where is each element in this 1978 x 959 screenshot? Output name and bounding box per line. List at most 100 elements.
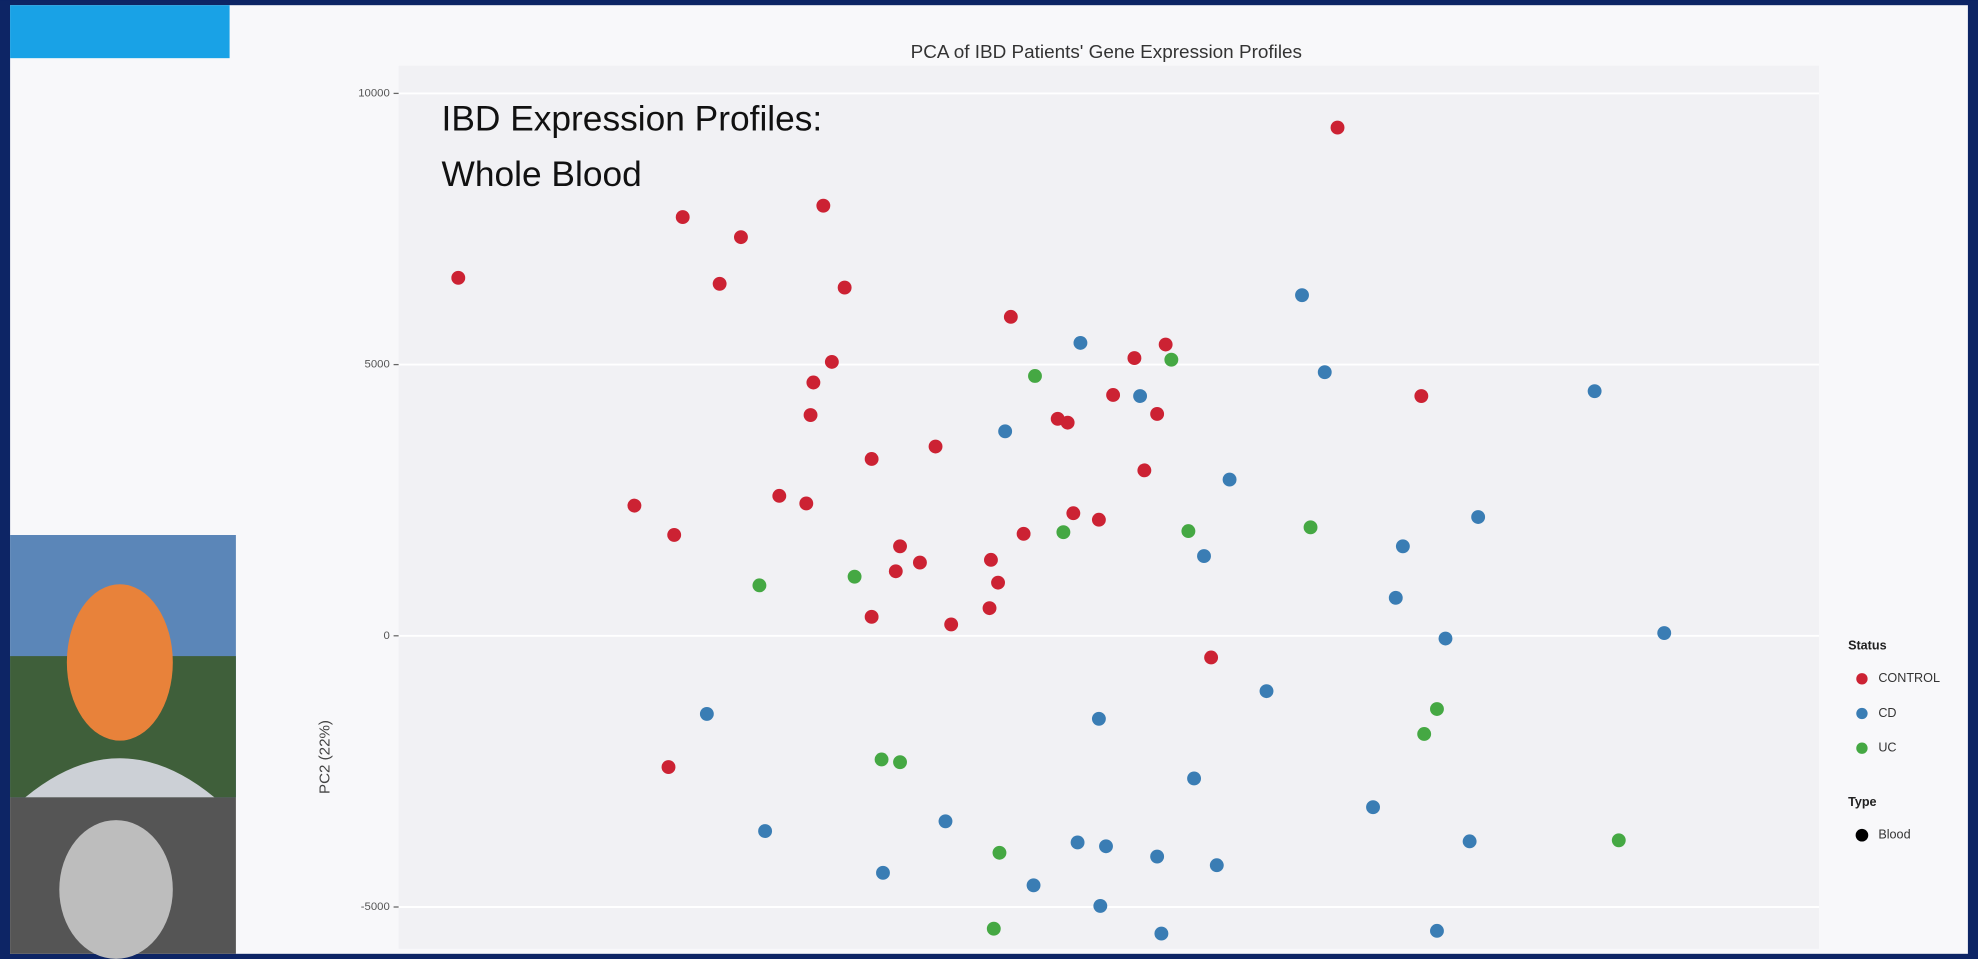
point — [1061, 416, 1075, 430]
legend-swatch — [1856, 743, 1867, 754]
legend-label: Blood — [1878, 828, 1910, 842]
point — [627, 499, 641, 513]
point — [676, 210, 690, 224]
point — [1027, 878, 1041, 892]
point — [1197, 549, 1211, 563]
point — [1154, 927, 1168, 941]
annotation: Whole Blood — [442, 155, 642, 194]
point — [993, 846, 1007, 860]
point — [1028, 369, 1042, 383]
legend-swatch — [1856, 829, 1869, 842]
point — [1187, 772, 1201, 786]
point — [825, 355, 839, 369]
point — [939, 814, 953, 828]
y-axis-label: PC2 (22%) — [316, 720, 333, 794]
point — [913, 556, 927, 570]
point — [1304, 520, 1318, 534]
webcam-face — [67, 584, 173, 740]
point — [1439, 632, 1453, 646]
point — [1612, 833, 1626, 847]
point — [1181, 524, 1195, 538]
point — [1093, 899, 1107, 913]
point — [875, 753, 889, 767]
point — [893, 539, 907, 553]
y-tick-label: 5000 — [365, 359, 390, 371]
point — [1071, 836, 1085, 850]
point — [1366, 800, 1380, 814]
point — [1588, 384, 1602, 398]
legend-title: Status — [1848, 638, 1887, 652]
point — [1004, 310, 1018, 324]
point — [772, 489, 786, 503]
point — [451, 271, 465, 285]
point — [1137, 463, 1151, 477]
point — [983, 601, 997, 615]
point — [1396, 539, 1410, 553]
legend-swatch — [1856, 708, 1867, 719]
annotation: IBD Expression Profiles: — [442, 100, 823, 139]
point — [806, 376, 820, 390]
point — [700, 707, 714, 721]
legend-label: CD — [1878, 706, 1896, 720]
point — [1150, 850, 1164, 864]
point — [713, 277, 727, 291]
point — [865, 452, 879, 466]
point — [804, 408, 818, 422]
point — [1430, 702, 1444, 716]
point — [929, 440, 943, 454]
point — [984, 553, 998, 567]
point — [1295, 288, 1309, 302]
point — [1223, 473, 1237, 487]
point — [838, 281, 852, 295]
header-block — [10, 5, 229, 58]
point — [1417, 727, 1431, 741]
point — [865, 610, 879, 624]
point — [893, 755, 907, 769]
webcam — [10, 535, 236, 959]
point — [1463, 834, 1477, 848]
point — [1164, 353, 1178, 367]
y-tick-label: 10000 — [358, 87, 390, 99]
point — [1331, 121, 1345, 135]
legend-label: UC — [1878, 741, 1896, 755]
point — [1657, 626, 1671, 640]
point — [734, 230, 748, 244]
plot-panel — [399, 66, 1819, 949]
point — [1210, 858, 1224, 872]
y-tick-label: 0 — [383, 630, 389, 642]
point — [799, 497, 813, 511]
point — [1150, 407, 1164, 421]
legend-swatch — [1856, 673, 1867, 684]
point — [987, 922, 1001, 936]
point — [662, 760, 676, 774]
point — [1056, 525, 1070, 539]
point — [848, 570, 862, 584]
point — [1127, 351, 1141, 365]
point — [816, 199, 830, 213]
point — [944, 617, 958, 631]
point — [1414, 389, 1428, 403]
point — [998, 424, 1012, 438]
point — [1106, 388, 1120, 402]
point — [1092, 712, 1106, 726]
point — [1073, 336, 1087, 350]
point — [1092, 513, 1106, 527]
point — [1099, 839, 1113, 853]
point — [889, 564, 903, 578]
point — [1260, 684, 1274, 698]
point — [1133, 389, 1147, 403]
point — [876, 866, 890, 880]
slide: PCA of IBD Patients' Gene Expression Pro… — [0, 0, 1978, 959]
point — [1066, 506, 1080, 520]
legend-label: CONTROL — [1878, 671, 1940, 685]
chart-title: PCA of IBD Patients' Gene Expression Pro… — [911, 42, 1302, 63]
point — [1430, 924, 1444, 938]
point — [758, 824, 772, 838]
point — [1471, 510, 1485, 524]
y-tick-label: -5000 — [361, 901, 390, 913]
point — [1318, 365, 1332, 379]
point — [1389, 591, 1403, 605]
webcam-face-2 — [59, 820, 173, 959]
legend-title: Type — [1848, 795, 1877, 809]
point — [667, 528, 681, 542]
